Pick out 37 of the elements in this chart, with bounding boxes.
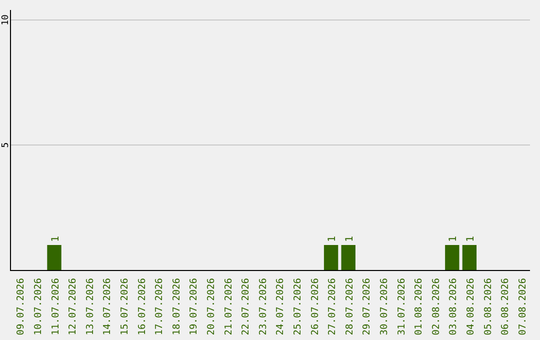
data-label: 1	[344, 236, 356, 242]
y-tick-label: 5	[1, 142, 11, 148]
x-tick-label: 26.07.2026	[310, 278, 321, 336]
x-tick-label: 24.07.2026	[275, 278, 286, 336]
data-label: 1	[327, 236, 338, 242]
x-tick-label: 05.08.2026	[482, 278, 494, 336]
x-tick-label: 15.07.2026	[119, 278, 130, 336]
x-tick-label: 21.07.2026	[223, 278, 234, 336]
x-tick-label: 27.07.2026	[327, 278, 338, 336]
x-tick-label: 23.07.2026	[258, 278, 269, 336]
x-tick-label: 28.07.2026	[344, 278, 356, 336]
x-tick-label: 11.07.2026	[50, 278, 62, 336]
x-tick-label: 29.07.2026	[362, 278, 373, 336]
x-tick-label: 18.07.2026	[171, 278, 182, 336]
y-tick-label: 10	[1, 14, 11, 26]
x-tick-label: 06.08.2026	[500, 278, 512, 336]
x-tick-label: 13.07.2026	[84, 278, 96, 336]
x-tick-label: 16.07.2026	[136, 278, 148, 336]
x-tick-label: 01.08.2026	[414, 278, 425, 336]
x-tick-label: 30.07.2026	[378, 278, 390, 336]
data-label: 1	[50, 236, 62, 242]
x-tick-label: 25.07.2026	[292, 278, 304, 336]
x-tick-label: 17.07.2026	[154, 278, 166, 336]
data-label: 1	[465, 236, 476, 242]
data-label: 1	[448, 236, 460, 242]
x-tick-label: 31.07.2026	[396, 278, 408, 336]
x-tick-label: 22.07.2026	[240, 278, 252, 336]
x-tick-label: 03.08.2026	[448, 278, 460, 336]
x-tick-label: 09.07.2026	[16, 278, 27, 336]
x-tick-label: 14.07.2026	[102, 278, 114, 336]
x-tick-label: 12.07.2026	[68, 278, 79, 336]
x-tick-label: 04.08.2026	[465, 278, 476, 336]
x-tick-label: 10.07.2026	[32, 278, 44, 336]
x-tick-label: 20.07.2026	[206, 278, 217, 336]
x-tick-label: 02.08.2026	[430, 278, 442, 336]
x-tick-label: 19.07.2026	[188, 278, 200, 336]
x-tick-label: 07.08.2026	[517, 278, 528, 336]
